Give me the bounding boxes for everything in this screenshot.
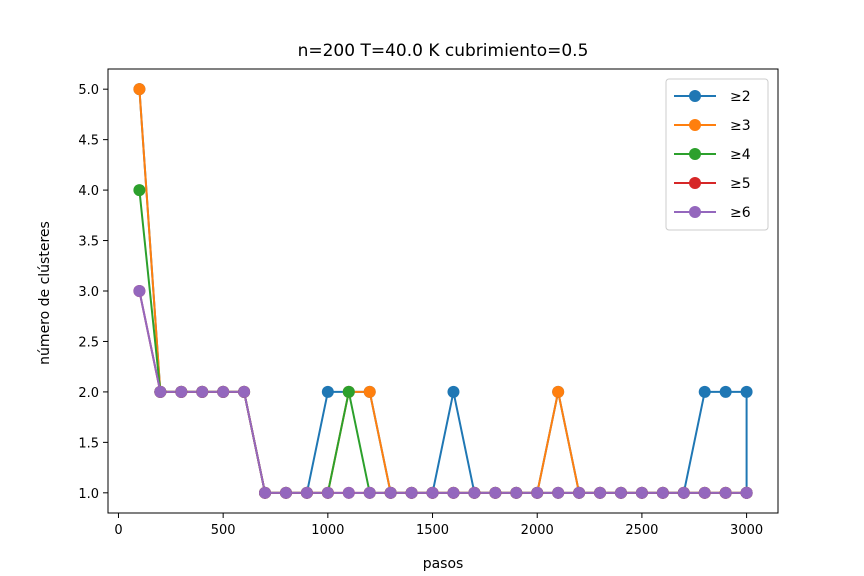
data-point-series-1: [719, 385, 732, 398]
y-tick-label: 4.5: [78, 134, 99, 149]
data-point-series-5: [531, 486, 544, 499]
data-point-series-5: [217, 385, 230, 398]
data-point-series-5: [363, 486, 376, 499]
x-tick-label: 1000: [311, 523, 344, 538]
data-point-series-3: [133, 184, 146, 197]
y-axis: 1.0 1.5 2.0 2.5 3.0 3.5 4.0 4.5 5.0: [78, 83, 108, 502]
legend-label: ≥2: [730, 89, 751, 105]
series-markers: [133, 83, 753, 499]
y-tick-label: 3.0: [78, 285, 99, 300]
y-tick-label: 2.0: [78, 386, 99, 401]
data-point-series-5: [614, 486, 627, 499]
plot-area: [107, 68, 779, 514]
data-point-series-5: [259, 486, 272, 499]
data-point-series-5: [154, 385, 167, 398]
data-point-series-5: [321, 486, 334, 499]
data-point-series-1: [321, 385, 334, 398]
legend-label: ≥3: [730, 118, 751, 134]
data-point-series-5: [279, 486, 292, 499]
x-tick-label: 2000: [521, 523, 554, 538]
legend-label: ≥4: [730, 147, 751, 163]
data-point-series-5: [238, 385, 251, 398]
legend-marker: [689, 119, 701, 131]
data-point-series-1: [740, 385, 753, 398]
data-point-series-5: [342, 486, 355, 499]
x-tick-label: 0: [114, 523, 122, 538]
chart-title: n=200 T=40.0 K cubrimiento=0.5: [298, 41, 589, 61]
x-tick-label: 1500: [416, 523, 449, 538]
x-tick-label: 500: [211, 523, 236, 538]
data-point-series-5: [489, 486, 502, 499]
x-axis-label: pasos: [423, 556, 464, 572]
data-point-series-1: [698, 385, 711, 398]
data-point-series-5: [635, 486, 648, 499]
data-point-series-5: [656, 486, 669, 499]
data-point-series-2: [133, 83, 146, 96]
legend-label: ≥5: [730, 176, 751, 192]
legend-marker: [689, 148, 701, 160]
data-point-series-5: [405, 486, 418, 499]
data-point-series-5: [300, 486, 313, 499]
data-point-series-2: [363, 385, 376, 398]
data-point-series-5: [719, 486, 732, 499]
x-tick-label: 3000: [730, 523, 763, 538]
data-point-series-5: [573, 486, 586, 499]
legend-marker: [689, 206, 701, 218]
data-point-series-5: [196, 385, 209, 398]
data-point-series-5: [468, 486, 481, 499]
data-point-series-5: [175, 385, 188, 398]
legend: ≥2 ≥3 ≥4 ≥5 ≥6: [665, 78, 769, 231]
data-point-series-5: [426, 486, 439, 499]
data-point-series-5: [552, 486, 565, 499]
y-tick-label: 3.5: [78, 235, 99, 250]
data-point-series-3: [342, 385, 355, 398]
legend-box: [665, 78, 769, 231]
data-point-series-5: [447, 486, 460, 499]
y-tick-label: 5.0: [78, 83, 99, 98]
data-point-series-1: [447, 385, 460, 398]
y-tick-label: 4.0: [78, 184, 99, 199]
x-tick-label: 2500: [625, 523, 658, 538]
data-point-series-5: [740, 486, 753, 499]
data-point-series-5: [384, 486, 397, 499]
y-tick-label: 1.0: [78, 487, 99, 502]
data-point-series-5: [510, 486, 523, 499]
legend-marker: [689, 177, 701, 189]
legend-label: ≥6: [730, 205, 751, 221]
data-point-series-2: [552, 385, 565, 398]
data-point-series-5: [133, 285, 146, 297]
legend-marker: [689, 90, 701, 102]
data-point-series-5: [698, 486, 711, 499]
data-point-series-5: [677, 486, 690, 499]
y-tick-label: 1.5: [78, 436, 99, 451]
x-axis: 0 500 1000 1500 2000 2500 3000: [114, 513, 763, 538]
y-tick-label: 2.5: [78, 335, 99, 350]
data-point-series-5: [594, 486, 607, 499]
y-axis-label: número de clústeres: [37, 221, 53, 365]
